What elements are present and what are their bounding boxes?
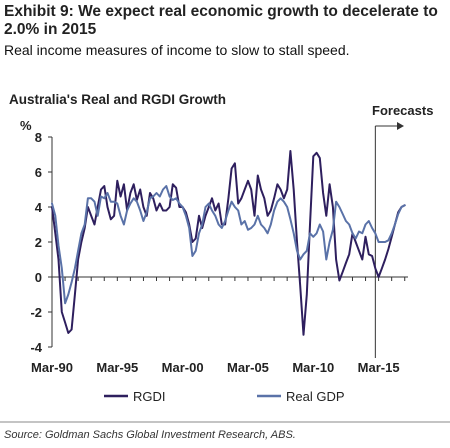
y-tick-label: 6 <box>35 165 42 180</box>
x-tick-label: Mar-90 <box>31 360 73 375</box>
y-tick-label: -4 <box>30 340 42 355</box>
forecast-label: Forecasts <box>372 103 433 118</box>
legend-label-rgdi: RGDI <box>133 389 166 404</box>
exhibit-subtitle: Real income measures of income to slow t… <box>4 42 350 58</box>
chart-title: Australia's Real and RGDI Growth <box>9 92 226 107</box>
series-line-rgdi <box>51 150 406 336</box>
x-tick-label: Mar-95 <box>96 360 138 375</box>
source-note: Source: Goldman Sachs Global Investment … <box>4 429 296 441</box>
chart: Australia's Real and RGDI Growth % -4 -2 0… <box>0 92 450 423</box>
x-tick-label: Mar-05 <box>227 360 269 375</box>
y-tick-label: 4 <box>35 200 43 215</box>
y-axis-label: % <box>20 118 32 133</box>
y-tick-label: 2 <box>35 235 42 250</box>
y-tick-label: 8 <box>35 130 42 145</box>
y-tick-label: -2 <box>30 305 42 320</box>
x-tick-label: Mar-00 <box>162 360 204 375</box>
legend-label-real-gdp: Real GDP <box>286 389 345 404</box>
exhibit-title: Exhibit 9: We expect real economic growt… <box>4 3 438 38</box>
x-tick-label: Mar-10 <box>292 360 334 375</box>
y-tick-label: 0 <box>35 270 42 285</box>
x-tick-label: Mar-15 <box>358 360 400 375</box>
series-line-real-gdp <box>51 185 406 305</box>
